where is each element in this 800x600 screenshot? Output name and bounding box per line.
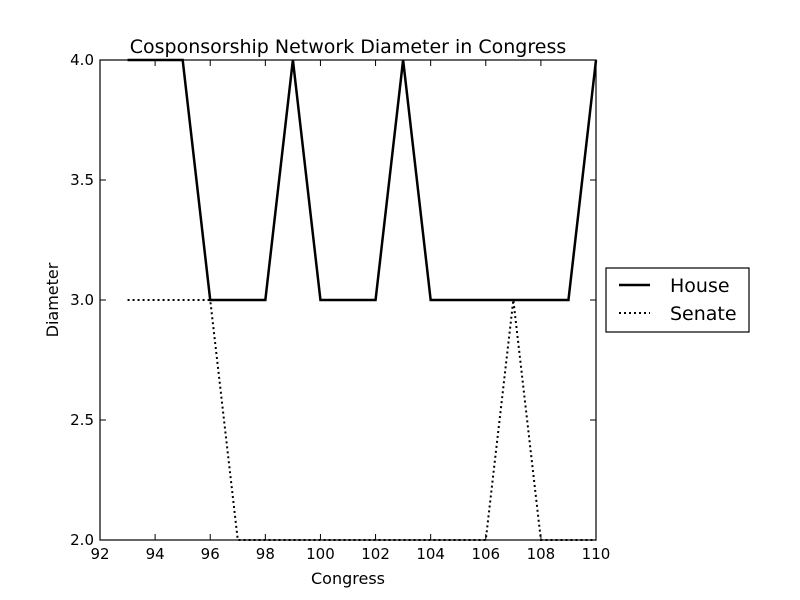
x-tick-label: 92 (90, 545, 109, 563)
legend-box (605, 267, 750, 333)
x-axis-title: Congress (311, 569, 385, 588)
y-tick-label: 3.0 (70, 291, 94, 309)
x-tick-label: 104 (416, 545, 445, 563)
y-axis-title: Diameter (43, 262, 62, 337)
legend-label-house: House (670, 275, 730, 297)
x-tick-label: 100 (306, 545, 335, 563)
x-tick-label: 96 (201, 545, 220, 563)
x-tick-label: 108 (527, 545, 556, 563)
series-line-house (127, 58, 598, 302)
legend-label-senate: Senate (670, 303, 737, 325)
x-tick-label: 98 (256, 545, 275, 563)
x-tick-label: 110 (582, 545, 611, 563)
y-tick-label: 2.0 (70, 531, 94, 549)
plot-area: 92 94 96 98 100 102 104 106 108 110 2.0 2.5 3.0 3.5 4.… (70, 51, 610, 563)
x-tick-label: 102 (361, 545, 390, 563)
x-tick-label: 106 (471, 545, 500, 563)
y-tick-label: 2.5 (70, 411, 94, 429)
y-tick-label: 3.5 (70, 171, 94, 189)
y-tick-label: 4.0 (70, 51, 94, 69)
chart-title: Cosponsorship Network Diameter in Congre… (130, 36, 567, 58)
x-tick-label: 94 (146, 545, 165, 563)
legend: House Senate (605, 267, 750, 333)
